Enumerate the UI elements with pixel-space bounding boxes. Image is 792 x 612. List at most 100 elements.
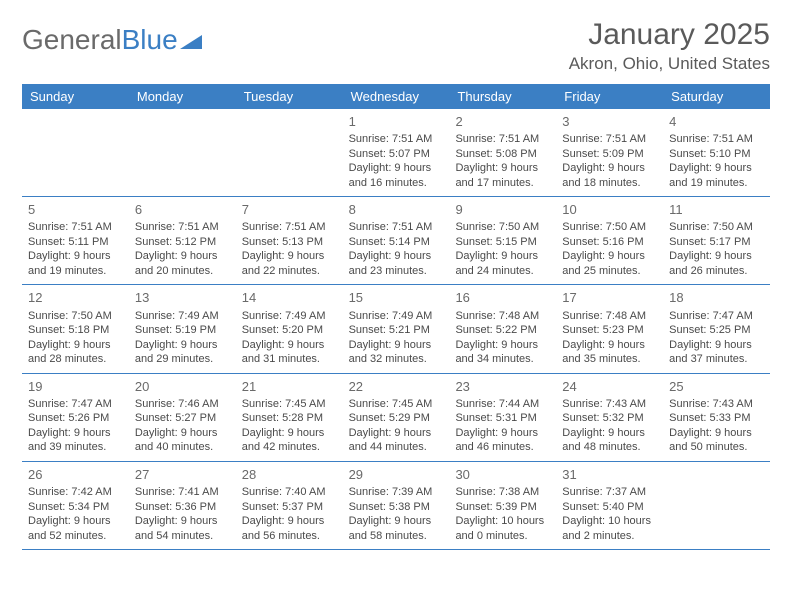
sunset-text: Sunset: 5:28 PM (242, 411, 337, 426)
sunset-text: Sunset: 5:21 PM (349, 323, 444, 338)
day-number: 24 (562, 378, 657, 395)
daylight-text: Daylight: 9 hours and 34 minutes. (455, 338, 550, 367)
day-cell: 6Sunrise: 7:51 AMSunset: 5:12 PMDaylight… (129, 197, 236, 284)
daylight-text: Daylight: 9 hours and 22 minutes. (242, 249, 337, 278)
day-number: 22 (349, 378, 444, 395)
day-number: 6 (135, 201, 230, 218)
sunrise-text: Sunrise: 7:51 AM (455, 132, 550, 147)
day-number: 2 (455, 113, 550, 130)
sunset-text: Sunset: 5:22 PM (455, 323, 550, 338)
daylight-text: Daylight: 9 hours and 58 minutes. (349, 514, 444, 543)
day-cell: 23 Sunrise: 7:44 AMSunset: 5:31 PMDayligh… (449, 374, 556, 461)
daylight-text: Daylight: 9 hours and 46 minutes. (455, 426, 550, 455)
daylight-text: Daylight: 9 hours and 28 minutes. (28, 338, 123, 367)
week-row: 19 Sunrise: 7:47 AMSunset: 5:26 PM Dayligh… (22, 374, 770, 462)
day-number: 31 (562, 466, 657, 483)
day-cell: 8Sunrise: 7:51 AMSunset: 5:14 PMDaylight… (343, 197, 450, 284)
day-header: Sunday (22, 84, 129, 109)
day-cell: 22Sunrise: 7:45 AMSunset: 5:29 PMDayligh… (343, 374, 450, 461)
daylight-text: Daylight: 10 hours and 2 minutes. (562, 514, 657, 543)
day-cell (129, 109, 236, 196)
sunrise-text: Sunrise: 7:37 AM (562, 485, 657, 500)
day-cell (663, 462, 770, 549)
daylight-text: Daylight: 9 hours and 54 minutes. (135, 514, 230, 543)
day-number: 14 (242, 289, 337, 306)
sunset-text: Sunset: 5:08 PM (455, 147, 550, 162)
triangle-icon (180, 24, 202, 56)
sunset-text: Sunset: 5:16 PM (562, 235, 657, 250)
daylight-text: Daylight: 9 hours and 50 minutes. (669, 426, 764, 455)
day-number: 26 (28, 466, 123, 483)
day-cell: 30Sunrise: 7:38 AMSunset: 5:39 PMDayligh… (449, 462, 556, 549)
day-number: 18 (669, 289, 764, 306)
day-cell: 11Sunrise: 7:50 AMSunset: 5:17 PMDayligh… (663, 197, 770, 284)
day-number: 25 (669, 378, 764, 395)
week-row: 26Sunrise: 7:42 AMSunset: 5:34 PMDayligh… (22, 462, 770, 550)
sunrise-text: Sunrise: 7:51 AM (242, 220, 337, 235)
sunset-text: Sunset: 5:39 PM (455, 500, 550, 515)
day-cell (236, 109, 343, 196)
sunrise-text: Sunrise: 7:50 AM (562, 220, 657, 235)
sunrise-text: Sunrise: 7:47 AM (28, 397, 123, 412)
sunset-text: Sunset: 5:33 PM (669, 411, 764, 426)
daylight-text: Daylight: 9 hours and 56 minutes. (242, 514, 337, 543)
month-title: January 2025 (569, 18, 770, 52)
sunrise-text: Sunrise: 7:43 AM (669, 397, 764, 412)
sunset-text: Sunset: 5:26 PM (28, 411, 123, 426)
day-cell: 9Sunrise: 7:50 AMSunset: 5:15 PMDaylight… (449, 197, 556, 284)
sunset-text: Sunset: 5:23 PM (562, 323, 657, 338)
day-cell: 27Sunrise: 7:41 AMSunset: 5:36 PMDayligh… (129, 462, 236, 549)
daylight-text: Daylight: 10 hours and 0 minutes. (455, 514, 550, 543)
daylight-text: Daylight: 9 hours and 44 minutes. (349, 426, 444, 455)
day-header: Monday (129, 84, 236, 109)
sunrise-text: Sunrise: 7:48 AM (562, 309, 657, 324)
day-header-row: SundayMondayTuesdayWednesdayThursdayFrid… (22, 84, 770, 109)
sunset-text: Sunset: 5:19 PM (135, 323, 230, 338)
sunset-text: Sunset: 5:20 PM (242, 323, 337, 338)
day-number: 1 (349, 113, 444, 130)
sunrise-text: Sunrise: 7:51 AM (349, 220, 444, 235)
daylight-text: Daylight: 9 hours and 20 minutes. (135, 249, 230, 278)
day-cell: 14Sunrise: 7:49 AMSunset: 5:20 PMDayligh… (236, 285, 343, 372)
sunset-text: Sunset: 5:09 PM (562, 147, 657, 162)
sunrise-text: Sunrise: 7:40 AM (242, 485, 337, 500)
sunset-text: Sunset: 5:32 PM (562, 411, 657, 426)
sunset-text: Sunset: 5:11 PM (28, 235, 123, 250)
sunset-text: Sunset: 5:31 PM (455, 411, 550, 426)
sunset-text: Sunset: 5:18 PM (28, 323, 123, 338)
sunset-text: Sunset: 5:27 PM (135, 411, 230, 426)
day-cell: 31Sunrise: 7:37 AMSunset: 5:40 PMDayligh… (556, 462, 663, 549)
sunset-text: Sunset: 5:15 PM (455, 235, 550, 250)
day-number: 23 (455, 378, 550, 395)
sunset-text: Sunset: 5:10 PM (669, 147, 764, 162)
day-cell: 3Sunrise: 7:51 AMSunset: 5:09 PMDaylight… (556, 109, 663, 196)
day-header: Wednesday (343, 84, 450, 109)
sunrise-text: Sunrise: 7:44 AM (455, 397, 550, 412)
day-number: 21 (242, 378, 337, 395)
day-cell: 13Sunrise: 7:49 AMSunset: 5:19 PMDayligh… (129, 285, 236, 372)
day-number: 8 (349, 201, 444, 218)
day-cell: 2Sunrise: 7:51 AMSunset: 5:08 PMDaylight… (449, 109, 556, 196)
sunset-text: Sunset: 5:17 PM (669, 235, 764, 250)
daylight-text: Daylight: 9 hours and 29 minutes. (135, 338, 230, 367)
day-cell (22, 109, 129, 196)
day-cell: 20Sunrise: 7:46 AMSunset: 5:27 PMDayligh… (129, 374, 236, 461)
daylight-text: Daylight: 9 hours and 35 minutes. (562, 338, 657, 367)
logo-text-2: Blue (122, 24, 178, 56)
day-number: 19 (28, 378, 123, 395)
sunrise-text: Sunrise: 7:43 AM (562, 397, 657, 412)
daylight-text: Daylight: 9 hours and 19 minutes. (669, 161, 764, 190)
day-number: 20 (135, 378, 230, 395)
logo-text-1: General (22, 24, 122, 56)
daylight-text: Daylight: 9 hours and 16 minutes. (349, 161, 444, 190)
daylight-text: Daylight: 9 hours and 32 minutes. (349, 338, 444, 367)
day-cell: 17Sunrise: 7:48 AMSunset: 5:23 PMDayligh… (556, 285, 663, 372)
sunset-text: Sunset: 5:13 PM (242, 235, 337, 250)
sunset-text: Sunset: 5:34 PM (28, 500, 123, 515)
sunrise-text: Sunrise: 7:41 AM (135, 485, 230, 500)
day-cell: 5Sunrise: 7:51 AMSunset: 5:11 PMDaylight… (22, 197, 129, 284)
sunset-text: Sunset: 5:25 PM (669, 323, 764, 338)
day-number: 4 (669, 113, 764, 130)
day-cell: 10Sunrise: 7:50 AMSunset: 5:16 PMDayligh… (556, 197, 663, 284)
day-cell: 25 Sunrise: 7:43 AMSunset: 5:33 PMDayligh… (663, 374, 770, 461)
